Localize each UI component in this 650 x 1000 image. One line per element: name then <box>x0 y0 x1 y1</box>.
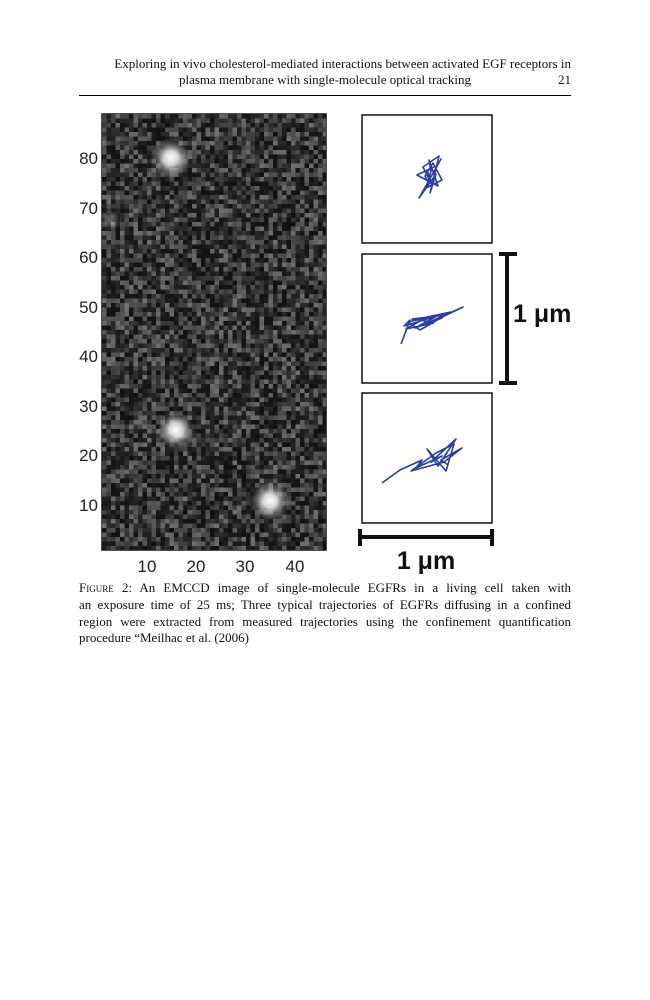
figure-caption: Figure 2: An EMCCD image of single-molec… <box>79 580 571 647</box>
trajectory-2 <box>400 306 464 345</box>
x-tick-label: 10 <box>138 557 157 576</box>
image-noise <box>102 114 326 550</box>
y-tick-label: 80 <box>79 149 98 168</box>
horizontal-scale-bar <box>358 529 494 546</box>
figure-2: 80 70 60 50 40 30 20 10 10 20 30 40 1 μm… <box>79 113 571 576</box>
molecule-spot <box>151 138 191 178</box>
y-tick-label: 60 <box>79 248 98 267</box>
molecule-spot <box>250 481 290 521</box>
vertical-scale-bar <box>499 252 517 385</box>
trajectory-3 <box>381 438 463 484</box>
page-number: 21 <box>558 72 571 87</box>
running-header-title-line1: Exploring in vivo cholesterol-mediated i… <box>114 56 571 71</box>
molecule-spot <box>98 208 122 232</box>
caption-line: procedure “Meilhac et al. (2006) <box>79 630 250 646</box>
horizontal-scale-label: 1 μm <box>397 547 455 575</box>
x-tick-label: 30 <box>236 557 255 576</box>
caption-line: an exposure time of 25 ms; Three typical… <box>79 596 571 612</box>
running-header: Exploring in vivo cholesterol-mediated i… <box>79 56 571 88</box>
x-tick-label: 40 <box>286 557 305 576</box>
running-header-title-line2: plasma membrane with single-molecule opt… <box>178 72 472 87</box>
trajectory-1 <box>416 155 443 199</box>
y-tick-label: 50 <box>79 298 98 317</box>
vertical-scale-label: 1 μm <box>513 300 571 328</box>
x-tick-label: 20 <box>187 557 206 576</box>
emccd-image <box>98 113 327 551</box>
trajectory-box-3 <box>361 392 493 524</box>
y-tick-label: 20 <box>79 446 98 465</box>
caption-line: region were extracted from measured traj… <box>79 613 571 629</box>
y-tick-label: 70 <box>79 199 98 218</box>
y-tick-label: 10 <box>79 496 98 515</box>
y-tick-label: 30 <box>79 397 98 416</box>
figure-label: Figure 2 <box>79 580 129 595</box>
y-tick-label: 40 <box>79 347 98 366</box>
caption-line: : An EMCCD image of single-molecule EGFR… <box>128 580 571 595</box>
molecule-spot <box>157 411 195 449</box>
header-rule <box>79 95 571 96</box>
